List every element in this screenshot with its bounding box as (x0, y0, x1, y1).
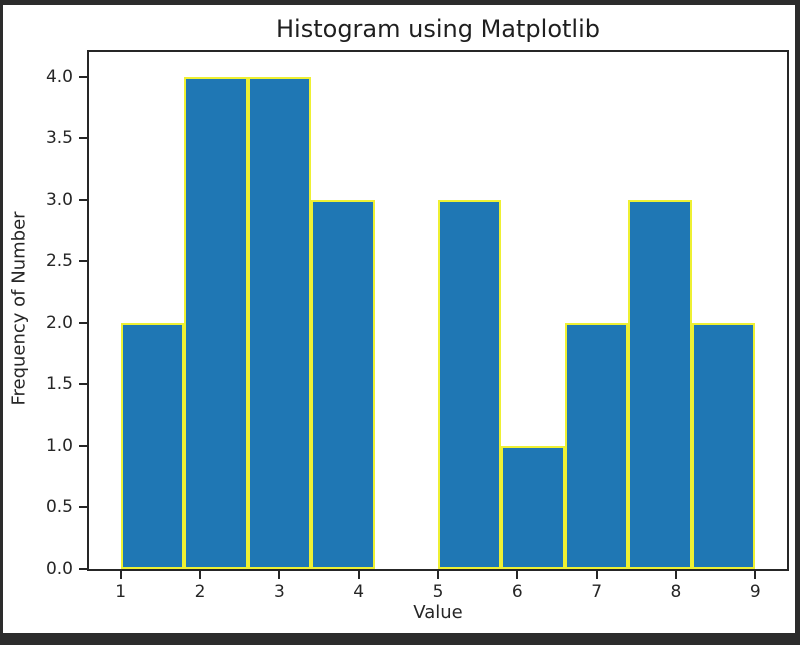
histogram-bar (501, 445, 565, 569)
y-tick-label: 2.0 (45, 312, 73, 333)
y-tick-mark (79, 260, 87, 263)
histogram-bar (564, 322, 629, 569)
y-tick-mark (79, 198, 87, 201)
y-tick-label: 1.0 (45, 435, 73, 456)
y-tick-label: 4.0 (45, 66, 73, 87)
chart-title: Histogram using Matplotlib (276, 15, 600, 43)
y-tick-mark (79, 383, 87, 386)
histogram-bar (184, 76, 248, 569)
histogram-bar (120, 322, 185, 569)
x-tick-mark (516, 571, 519, 579)
y-tick-mark (79, 506, 87, 509)
y-tick-mark (79, 321, 87, 324)
x-tick-label: 4 (353, 582, 365, 602)
histogram-bar (438, 199, 502, 569)
y-tick-mark (79, 137, 87, 140)
y-tick-mark (79, 444, 87, 447)
x-tick-mark (437, 571, 439, 579)
x-tick-mark (357, 571, 360, 579)
y-tick-label: 0.0 (45, 559, 73, 579)
histogram-bar (311, 199, 375, 569)
y-tick-label: 3.0 (45, 189, 73, 210)
x-tick-label: 7 (591, 582, 603, 602)
x-tick-mark (674, 571, 677, 579)
y-tick-label: 0.5 (45, 497, 73, 518)
y-axis-label-container: Frequency of Number (5, 50, 33, 567)
y-tick-mark (79, 75, 87, 78)
x-tick-label: 6 (511, 582, 523, 602)
y-tick-label: 3.5 (45, 128, 73, 149)
matplotlib-figure: Histogram using Matplotlib Frequency of … (3, 5, 795, 633)
x-tick-label: 8 (670, 582, 682, 602)
y-tick-label: 2.5 (45, 251, 73, 272)
histogram-bar (691, 322, 756, 569)
x-tick-mark (754, 571, 757, 579)
histogram-bar (247, 76, 312, 569)
y-tick-label: 1.5 (45, 374, 73, 395)
histogram-bar (628, 199, 692, 569)
y-tick-mark (79, 568, 87, 570)
y-axis-label: Frequency of Number (8, 211, 30, 406)
x-axis-label: Value (413, 602, 463, 623)
plot-area: 1 2 3 4 5 6 7 8 9 0.0 0.5 1.0 1.5 2.0 2.5 3.0 3.5 4.0 (46, 50, 789, 602)
x-tick-label: 9 (749, 582, 761, 602)
x-tick-mark (199, 571, 202, 579)
x-tick-label: 2 (194, 582, 206, 602)
x-tick-label: 5 (432, 582, 444, 602)
x-tick-label: 1 (115, 582, 127, 602)
x-tick-label: 3 (273, 582, 285, 602)
x-tick-mark (278, 571, 281, 579)
x-tick-mark (595, 571, 598, 579)
x-tick-mark (119, 571, 122, 579)
